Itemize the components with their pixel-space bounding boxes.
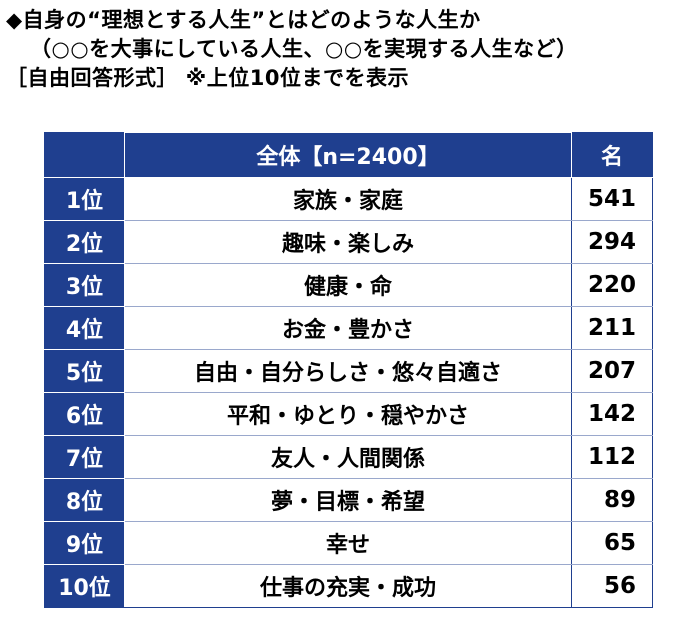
count-cell: 207	[571, 349, 653, 393]
answer-cell: 幸せ	[124, 521, 572, 565]
table-row: 4位 お金・豊かさ 211	[44, 306, 653, 350]
rank-cell: 8位	[44, 478, 125, 522]
answer-cell: 夢・目標・希望	[124, 478, 572, 522]
count-cell: 56	[571, 564, 653, 608]
table-row: 1位 家族・家庭 541	[44, 177, 653, 221]
rank-cell: 7位	[44, 435, 125, 479]
table-row: 3位 健康・命 220	[44, 263, 653, 307]
table-header-row: 全体【n=2400】 名	[44, 132, 653, 178]
header-answer-cell: 全体【n=2400】	[124, 132, 572, 178]
count-cell: 89	[571, 478, 653, 522]
count-cell: 211	[571, 306, 653, 350]
rank-cell: 9位	[44, 521, 125, 565]
table-row: 10位 仕事の充実・成功 56	[44, 564, 653, 608]
answer-cell: お金・豊かさ	[124, 306, 572, 350]
rank-cell: 6位	[44, 392, 125, 436]
table-row: 9位 幸せ 65	[44, 521, 653, 565]
table-row: 7位 友人・人間関係 112	[44, 435, 653, 479]
title-examples: （○○を大事にしている人生、○○を実現する人生など）	[30, 37, 578, 61]
count-cell: 541	[571, 177, 653, 221]
header-corner-cell	[44, 132, 125, 178]
rank-cell: 5位	[44, 349, 125, 393]
count-cell: 142	[571, 392, 653, 436]
table-row: 6位 平和・ゆとり・穏やかさ 142	[44, 392, 653, 436]
count-cell: 294	[571, 220, 653, 264]
count-cell: 112	[571, 435, 653, 479]
answer-cell: 自由・自分らしさ・悠々自適さ	[124, 349, 572, 393]
title-block: ◆自身の“理想とする人生”とはどのような人生か （○○を大事にしている人生、○○…	[6, 6, 696, 93]
answer-cell: 健康・命	[124, 263, 572, 307]
count-cell: 65	[571, 521, 653, 565]
answer-cell: 家族・家庭	[124, 177, 572, 221]
count-cell: 220	[571, 263, 653, 307]
rank-cell: 10位	[44, 564, 125, 608]
answer-cell: 趣味・楽しみ	[124, 220, 572, 264]
rank-cell: 3位	[44, 263, 125, 307]
table-row: 8位 夢・目標・希望 89	[44, 478, 653, 522]
rank-cell: 2位	[44, 220, 125, 264]
title-format-note: ［自由回答形式］ ※上位10位までを表示	[6, 66, 409, 90]
rank-cell: 4位	[44, 306, 125, 350]
ranking-table: 全体【n=2400】 名 1位 家族・家庭 541 2位 趣味・楽しみ 294 …	[44, 132, 653, 608]
answer-cell: 平和・ゆとり・穏やかさ	[124, 392, 572, 436]
header-count-cell: 名	[571, 132, 653, 178]
answer-cell: 仕事の充実・成功	[124, 564, 572, 608]
answer-cell: 友人・人間関係	[124, 435, 572, 479]
title-question: ◆自身の“理想とする人生”とはどのような人生か	[6, 8, 481, 32]
table-row: 2位 趣味・楽しみ 294	[44, 220, 653, 264]
table-row: 5位 自由・自分らしさ・悠々自適さ 207	[44, 349, 653, 393]
rank-cell: 1位	[44, 177, 125, 221]
